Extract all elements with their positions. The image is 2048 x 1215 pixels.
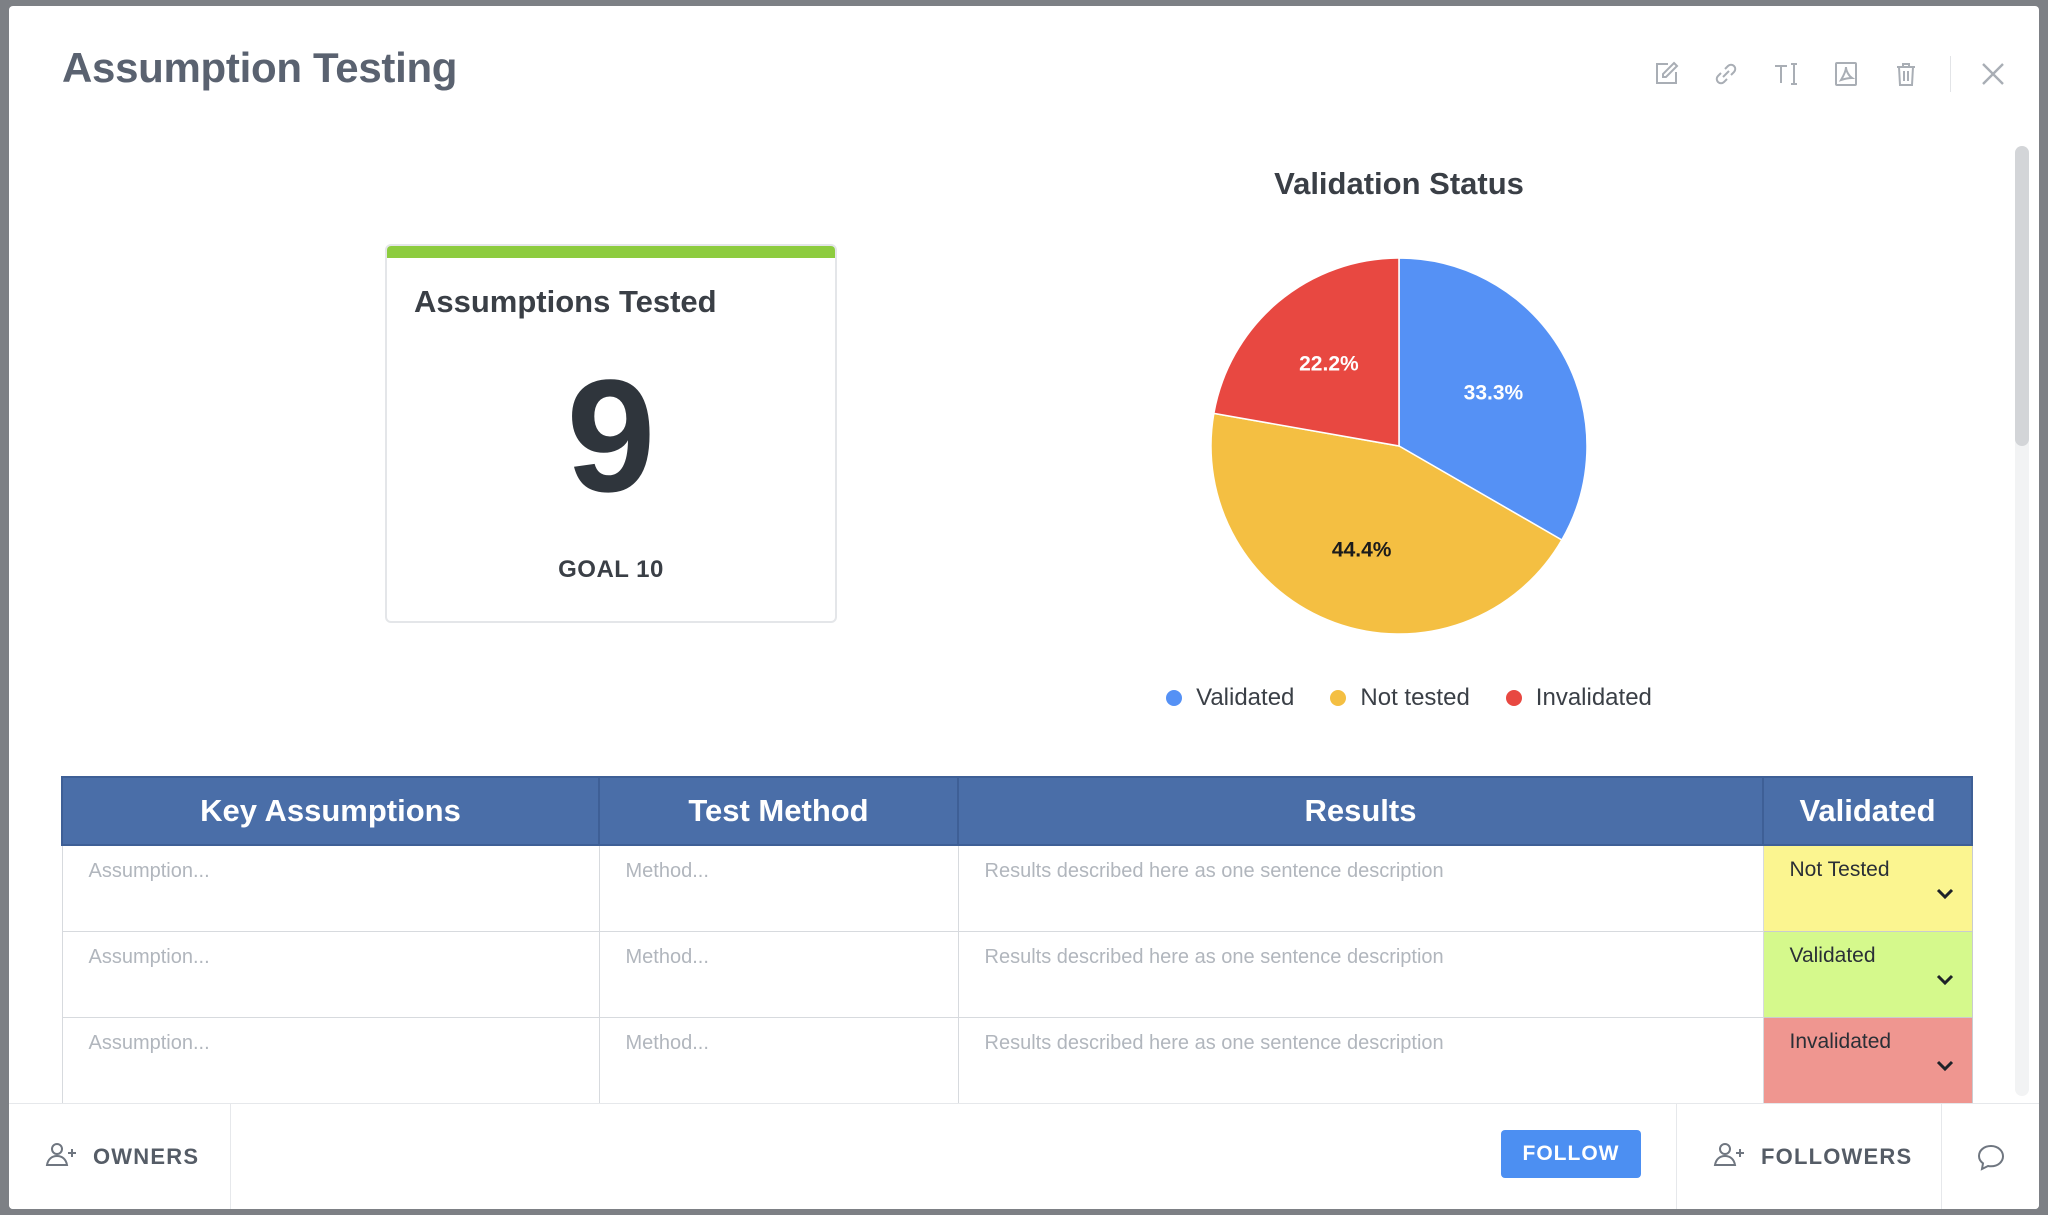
header-validated: Validated	[1762, 776, 1973, 846]
kpi-card: Assumptions Tested 9 GOAL 10	[385, 244, 837, 623]
validated-dropdown-value[interactable]: Not Tested	[1763, 846, 1972, 931]
validated-dropdown-value[interactable]: Invalidated	[1763, 1017, 1972, 1103]
followers-button[interactable]: FOLLOWERS	[1676, 1104, 1942, 1209]
validated-dropdown[interactable]: Validated	[1762, 930, 1973, 1018]
assumption-cell[interactable]: Assumption...	[61, 930, 600, 1018]
legend-label: Validated	[1196, 684, 1295, 711]
table-row: Assumption... Method... Results describe…	[61, 844, 1973, 932]
pdf-icon[interactable]	[1828, 56, 1864, 92]
validated-status-label: Not Tested	[1789, 858, 1890, 881]
table-header-row: Key Assumptions Test Method Results Vali…	[61, 776, 1973, 846]
header-test-method: Test Method	[598, 776, 959, 846]
legend-dot	[1505, 690, 1522, 706]
link-icon[interactable]	[1708, 56, 1744, 92]
add-person-icon	[1713, 1140, 1747, 1173]
validation-status-pie-chart: 33.3% 44.4% 22.2%	[1210, 257, 1588, 635]
legend-item-validated[interactable]: Validated	[1166, 684, 1294, 712]
validated-dropdown[interactable]: Not Tested	[1762, 844, 1973, 932]
validated-dropdown[interactable]: Invalidated	[1762, 1016, 1973, 1104]
scrollbar-thumb[interactable]	[2015, 146, 2029, 446]
chart-title: Validation Status	[1274, 166, 1524, 201]
table-row: Assumption... Method... Results describe…	[61, 930, 1973, 1018]
comment-icon[interactable]	[1942, 1104, 2039, 1209]
add-person-icon	[45, 1140, 79, 1173]
owners-label: OWNERS	[93, 1143, 200, 1169]
header-results: Results	[957, 776, 1764, 846]
results-cell[interactable]: Results described here as one sentence d…	[957, 844, 1764, 932]
pie-slice-not-tested[interactable]	[1210, 412, 1563, 635]
legend-item-not-tested[interactable]: Not tested	[1330, 684, 1470, 712]
chevron-down-icon[interactable]	[1934, 882, 1956, 904]
modal-footer: OWNERS FOLLOW FOLLOWERS	[9, 1103, 2039, 1209]
chart-legend: Validated Not tested Invalidated	[1139, 684, 1679, 712]
followers-label: FOLLOWERS	[1761, 1143, 1913, 1169]
chevron-down-icon[interactable]	[1934, 1054, 1956, 1076]
legend-dot	[1166, 690, 1183, 706]
assumption-cell[interactable]: Assumption...	[61, 844, 600, 932]
modal-title: Assumption Testing	[62, 44, 458, 91]
pie-data-label: 44.4%	[1332, 538, 1392, 561]
validated-status-label: Invalidated	[1789, 1029, 1892, 1053]
pie-data-label: 33.3%	[1464, 381, 1524, 404]
modal-toolbar	[1624, 52, 2011, 96]
results-cell[interactable]: Results described here as one sentence d…	[957, 1016, 1764, 1104]
chevron-down-icon[interactable]	[1934, 968, 1956, 990]
validated-status-label: Validated	[1789, 943, 1876, 967]
legend-dot	[1330, 690, 1347, 706]
method-cell[interactable]: Method...	[598, 1016, 959, 1104]
kpi-accent-bar	[387, 246, 835, 258]
follow-button[interactable]: FOLLOW	[1501, 1130, 1641, 1178]
assumption-cell[interactable]: Assumption...	[61, 1016, 600, 1104]
assumptions-table: Key Assumptions Test Method Results Vali…	[61, 776, 1973, 1104]
pie-slice-invalidated[interactable]	[1212, 257, 1400, 447]
pie-data-label: 22.2%	[1299, 352, 1359, 375]
close-icon[interactable]	[1975, 56, 2011, 92]
legend-label: Invalidated	[1535, 684, 1652, 711]
pie-slice-validated[interactable]	[1398, 257, 1588, 542]
kpi-goal: GOAL 10	[558, 556, 664, 583]
assumption-testing-modal: Assumption Testing Assumptions Tested 9 …	[9, 6, 2039, 1209]
kpi-value: 9	[566, 346, 656, 525]
trash-icon[interactable]	[1888, 56, 1924, 92]
kpi-title: Assumptions Tested	[414, 284, 717, 319]
edit-icon[interactable]	[1648, 56, 1684, 92]
method-cell[interactable]: Method...	[598, 930, 959, 1018]
owners-button[interactable]: OWNERS	[9, 1104, 231, 1209]
legend-label: Not tested	[1360, 684, 1470, 711]
toolbar-divider	[1950, 56, 1951, 92]
text-icon[interactable]	[1768, 56, 1804, 92]
legend-item-invalidated[interactable]: Invalidated	[1505, 684, 1652, 712]
validated-dropdown-value[interactable]: Validated	[1763, 931, 1972, 1017]
table-row: Assumption... Method... Results describe…	[61, 1016, 1973, 1104]
method-cell[interactable]: Method...	[598, 844, 959, 932]
results-cell[interactable]: Results described here as one sentence d…	[957, 930, 1764, 1018]
header-key-assumptions: Key Assumptions	[61, 776, 600, 846]
